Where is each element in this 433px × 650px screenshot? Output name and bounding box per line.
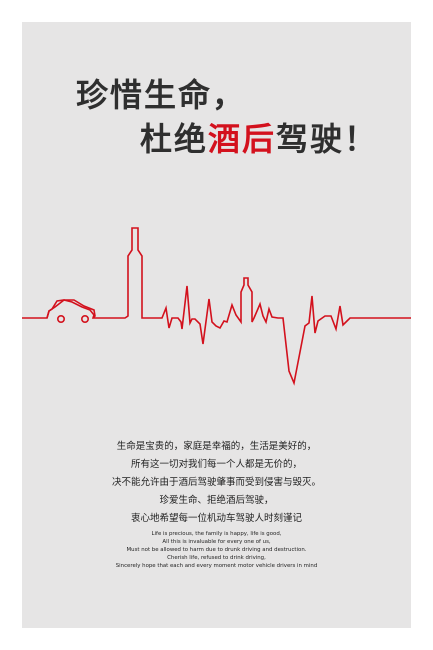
heartbeat-line	[22, 227, 411, 386]
car-icon	[46, 299, 96, 323]
body-cn-line-1: 生命是宝贵的，家庭是幸福的，生活是美好的，	[116, 441, 317, 452]
body-en-line-1: Life is precious, the family is happy, l…	[151, 531, 282, 537]
body-cn-line-4: 珍爱生命、拒绝酒后驾驶，	[159, 495, 274, 506]
heartbeat-line-graphic	[22, 227, 411, 386]
title-line-2-suffix: 驾驶！	[276, 120, 379, 158]
body-en-line-4: Cherish life, refused to drink driving,	[167, 555, 266, 561]
body-cn-line-3: 决不能允许由于酒后驾驶肇事而受到侵害与毁灭。	[111, 477, 321, 488]
title-line-2: 杜绝酒后驾驶！	[140, 114, 378, 160]
title-line-1: 珍惜生命，	[76, 70, 246, 116]
body-en-line-5: Sincerely hope that each and every momen…	[115, 563, 318, 569]
title-line-2-prefix: 杜绝	[140, 120, 209, 158]
title-line-2-highlight: 酒后	[208, 120, 277, 158]
body-cn-line-2: 所有这一切对我们每一个人都是无价的，	[130, 459, 302, 470]
body-en-line-3: Must not be allowed to harm due to drunk…	[126, 547, 307, 553]
title-line-1-text: 珍惜生命，	[76, 76, 247, 114]
poster: 珍惜生命， 杜绝酒后驾驶！ 生命是宝贵的，家庭是幸福的，生活是美好的， 所有这一…	[22, 22, 411, 628]
body-en-line-2: All this is invaluable for every one of …	[162, 539, 271, 545]
body-cn-line-5: 衷心地希望每一位机动车驾驶人时刻谨记	[130, 513, 302, 524]
